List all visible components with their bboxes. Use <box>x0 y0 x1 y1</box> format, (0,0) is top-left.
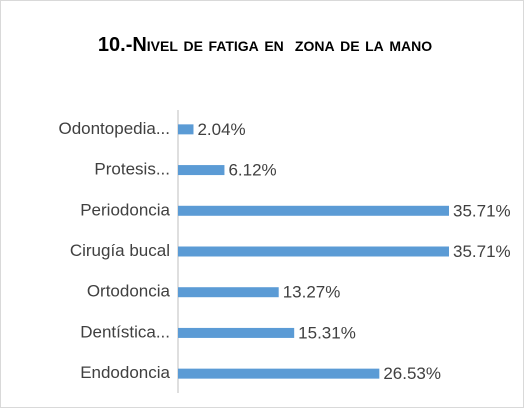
data-label: 26.53% <box>383 364 441 383</box>
category-label: Periodoncia <box>80 200 170 219</box>
category-label: Protesis... <box>94 160 170 179</box>
category-label: Ortodoncia <box>87 282 171 301</box>
bar <box>178 287 279 298</box>
category-label: Cirugía bucal <box>70 241 170 260</box>
data-label: 15.31% <box>298 323 356 342</box>
bar <box>178 165 225 176</box>
category-label: Dentística... <box>80 322 170 341</box>
data-label: 6.12% <box>228 161 276 180</box>
data-label: 35.71% <box>453 201 511 220</box>
category-label: Odontopedia... <box>58 119 170 138</box>
bar <box>178 124 194 135</box>
data-label: 13.27% <box>283 283 341 302</box>
data-label: 35.71% <box>453 242 511 261</box>
chart-title: 10.-Nivel de fatiga en zona de la mano <box>97 34 433 56</box>
bar <box>178 246 449 257</box>
data-label: 2.04% <box>197 120 245 139</box>
category-label: Endodoncia <box>80 363 170 382</box>
bar <box>178 205 449 216</box>
bar <box>178 368 380 379</box>
bar <box>178 327 295 338</box>
